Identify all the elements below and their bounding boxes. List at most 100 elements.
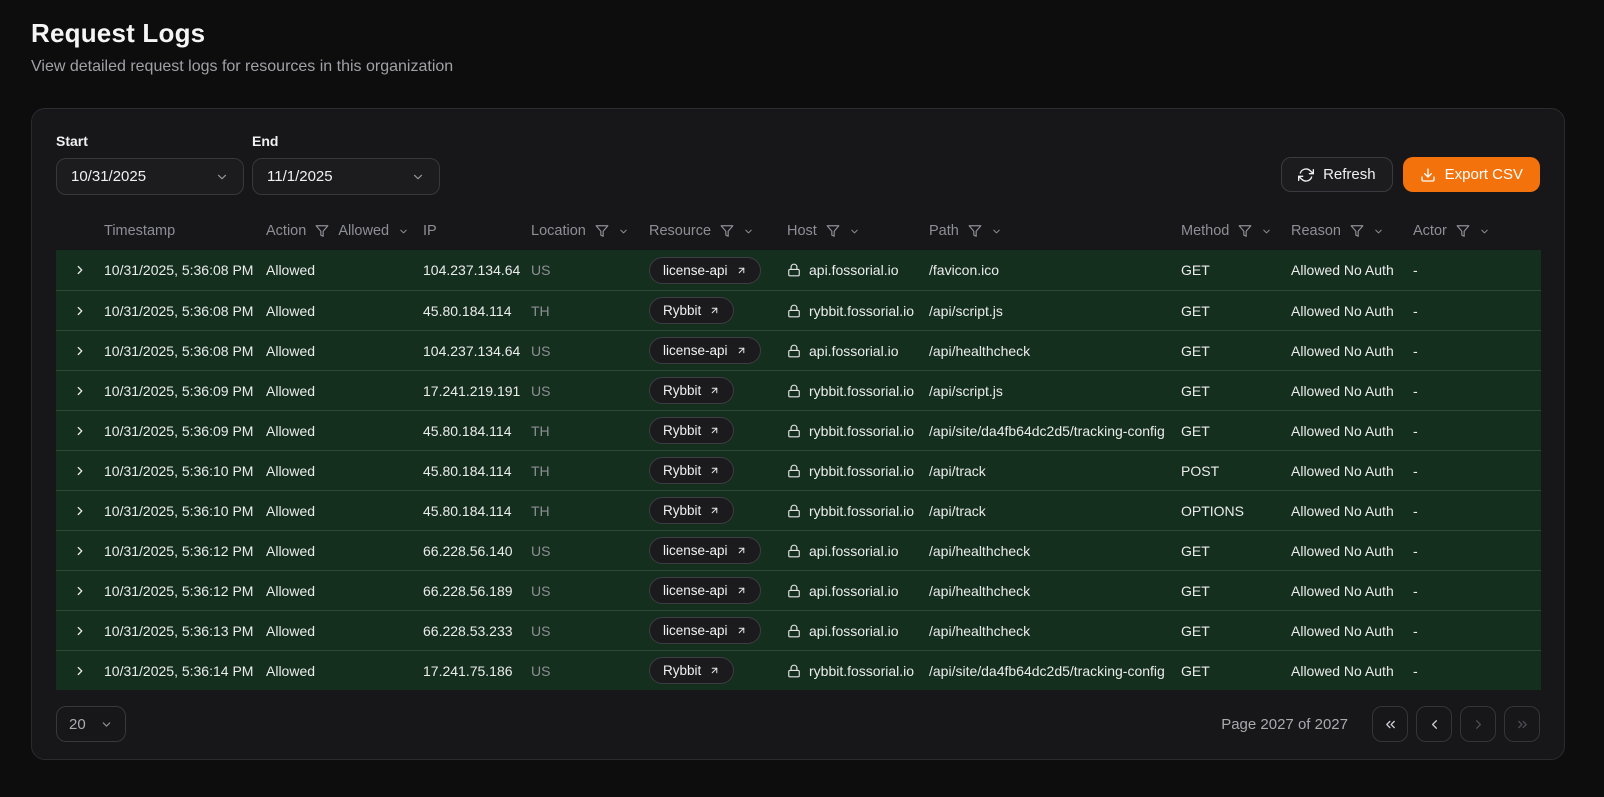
action-value: Allowed: [266, 582, 316, 599]
method-value: GET: [1181, 622, 1210, 639]
host-value: rybbit.fossorial.io: [809, 422, 915, 439]
filter-funnel-icon[interactable]: [1350, 224, 1364, 238]
filter-funnel-icon[interactable]: [1238, 224, 1252, 238]
timestamp-value: 10/31/2025, 5:36:09 PM: [104, 382, 254, 399]
chevron-right-icon: [73, 384, 87, 398]
start-date-value: 10/31/2025: [71, 168, 147, 185]
filter-funnel-icon[interactable]: [1456, 224, 1470, 238]
location-cell: US: [531, 623, 649, 639]
expand-row-button[interactable]: [56, 544, 104, 558]
location-value: TH: [531, 302, 550, 319]
table-row: 10/31/2025, 5:36:10 PM Allowed 45.80.184…: [56, 490, 1541, 530]
expand-row-button[interactable]: [56, 464, 104, 478]
expand-row-button[interactable]: [56, 504, 104, 518]
lock-icon: [787, 464, 801, 478]
resource-badge[interactable]: license-api: [649, 537, 761, 564]
chevron-down-icon[interactable]: [1373, 226, 1384, 237]
method-value: POST: [1181, 462, 1220, 479]
expand-row-button[interactable]: [56, 384, 104, 398]
method-value: GET: [1181, 582, 1210, 599]
request-logs-table: Timestamp Action Allowed IP Location: [56, 212, 1541, 690]
filter-funnel-icon[interactable]: [595, 224, 609, 238]
resource-badge[interactable]: license-api: [649, 256, 761, 284]
header-path: Path: [929, 223, 1181, 239]
start-date-group: Start 10/31/2025: [56, 133, 244, 195]
expand-row-button[interactable]: [56, 304, 104, 318]
action-cell: Allowed: [266, 583, 423, 599]
chevron-down-icon[interactable]: [849, 226, 860, 237]
previous-page-button[interactable]: [1416, 706, 1452, 742]
last-page-button[interactable]: [1504, 706, 1540, 742]
filter-funnel-icon[interactable]: [968, 224, 982, 238]
chevron-down-icon[interactable]: [398, 226, 409, 237]
path-value: /api/healthcheck: [929, 582, 1031, 599]
resource-badge[interactable]: Rybbit: [649, 377, 735, 404]
filter-funnel-icon[interactable]: [826, 224, 840, 238]
method-value: GET: [1181, 662, 1210, 679]
first-page-button[interactable]: [1372, 706, 1408, 742]
expand-row-button[interactable]: [56, 584, 104, 598]
expand-row-button[interactable]: [56, 624, 104, 638]
chevron-right-icon: [73, 544, 87, 558]
reason-cell: Allowed No Auth: [1291, 463, 1413, 479]
header-path-label: Path: [929, 223, 959, 239]
expand-row-button[interactable]: [56, 344, 104, 358]
resource-badge[interactable]: Rybbit: [649, 457, 735, 484]
filter-funnel-icon[interactable]: [315, 224, 329, 238]
method-cell: GET: [1181, 663, 1291, 679]
chevron-down-icon[interactable]: [1261, 226, 1272, 237]
actor-value: -: [1413, 502, 1418, 519]
chevron-down-icon[interactable]: [1479, 226, 1490, 237]
ip-cell: 66.228.53.233: [423, 623, 531, 639]
action-filter-value[interactable]: Allowed: [338, 223, 390, 239]
resource-badge[interactable]: Rybbit: [649, 417, 735, 444]
method-value: OPTIONS: [1181, 502, 1245, 519]
resource-name: license-api: [663, 623, 728, 638]
end-date-select[interactable]: 11/1/2025: [252, 158, 440, 195]
timestamp-cell: 10/31/2025, 5:36:08 PM: [104, 262, 266, 278]
arrow-up-right-icon: [736, 625, 747, 636]
refresh-button-label: Refresh: [1323, 166, 1376, 183]
resource-badge[interactable]: Rybbit: [649, 657, 735, 684]
expand-row-button[interactable]: [56, 664, 104, 678]
action-value: Allowed: [266, 622, 316, 639]
table-row: 10/31/2025, 5:36:13 PM Allowed 66.228.53…: [56, 610, 1541, 650]
start-date-select[interactable]: 10/31/2025: [56, 158, 244, 195]
expand-row-button[interactable]: [56, 424, 104, 438]
ip-value: 45.80.184.114: [423, 302, 512, 319]
method-value: GET: [1181, 542, 1210, 559]
resource-badge[interactable]: license-api: [649, 337, 761, 364]
path-cell: /api/healthcheck: [929, 623, 1181, 639]
reason-value: Allowed No Auth: [1291, 382, 1394, 399]
filter-funnel-icon[interactable]: [720, 224, 734, 238]
page-size-select[interactable]: 20: [56, 706, 126, 742]
host-value: api.fossorial.io: [809, 542, 899, 559]
resource-badge[interactable]: Rybbit: [649, 497, 735, 524]
table-body: 10/31/2025, 5:36:08 PM Allowed 104.237.1…: [56, 250, 1541, 690]
action-value: Allowed: [266, 422, 316, 439]
resource-badge[interactable]: license-api: [649, 577, 761, 604]
expand-row-button[interactable]: [56, 263, 104, 277]
timestamp-value: 10/31/2025, 5:36:08 PM: [104, 342, 254, 359]
ip-cell: 66.228.56.140: [423, 543, 531, 559]
refresh-button[interactable]: Refresh: [1281, 157, 1393, 192]
pagination-buttons: [1372, 706, 1540, 742]
actor-cell: -: [1413, 303, 1541, 319]
chevron-down-icon[interactable]: [743, 226, 754, 237]
resource-badge[interactable]: Rybbit: [649, 297, 735, 324]
actor-value: -: [1413, 262, 1418, 278]
resource-badge[interactable]: license-api: [649, 617, 761, 644]
actor-value: -: [1413, 582, 1418, 599]
chevron-right-icon: [73, 624, 87, 638]
chevron-down-icon[interactable]: [991, 226, 1002, 237]
location-cell: TH: [531, 463, 649, 479]
timestamp-cell: 10/31/2025, 5:36:12 PM: [104, 583, 266, 599]
next-page-button[interactable]: [1460, 706, 1496, 742]
chevron-down-icon[interactable]: [618, 226, 629, 237]
action-cell: Allowed: [266, 262, 423, 278]
export-csv-button[interactable]: Export CSV: [1402, 157, 1540, 192]
path-cell: /api/track: [929, 503, 1181, 519]
ip-value: 45.80.184.114: [423, 422, 512, 439]
location-cell: TH: [531, 423, 649, 439]
timestamp-value: 10/31/2025, 5:36:13 PM: [104, 622, 254, 639]
